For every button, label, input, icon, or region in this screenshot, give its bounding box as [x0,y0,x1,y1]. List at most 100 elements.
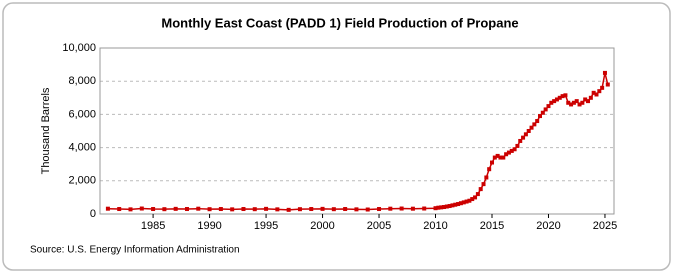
data-point [501,155,506,160]
data-point [473,195,478,200]
data-point [591,90,596,95]
data-point [275,207,280,212]
data-point [230,207,235,212]
data-point [529,125,534,130]
data-point [399,206,404,211]
data-point [495,153,500,158]
data-point [470,197,475,202]
data-point [458,201,463,206]
data-point [475,192,480,197]
data-point [450,203,455,208]
data-point [105,206,110,211]
data-point [588,95,593,100]
data-point [492,155,497,160]
data-point [594,92,599,97]
data-point [117,207,122,212]
data-point [264,206,269,211]
data-point [354,207,359,212]
x-tick-label: 2025 [593,220,617,232]
data-point [151,207,156,212]
data-point [433,206,438,211]
data-point [447,204,452,209]
data-point [128,207,133,212]
data-point [377,207,382,212]
data-point [504,152,509,157]
data-point [512,147,517,152]
data-point [523,132,528,137]
frame [2,2,671,271]
x-tick-label: 2010 [423,220,447,232]
data-point [196,206,201,211]
data-point [365,207,370,212]
data-point [456,202,461,207]
data-point [388,206,393,211]
data-point [535,119,540,124]
x-tick-label: 2020 [536,220,560,232]
data-point [546,104,551,109]
data-point [605,82,610,87]
data-point [506,150,511,155]
data-point [540,110,545,115]
data-point [461,200,466,205]
x-tick-label: 2005 [367,220,391,232]
y-tick-label: 0 [90,208,96,220]
data-point [518,138,523,143]
data-point [602,70,607,75]
y-tick-label: 10,000 [62,42,96,54]
data-point [574,99,579,104]
data-point [444,204,449,209]
data-point [331,207,336,212]
data-point [484,175,489,180]
data-point [481,182,486,187]
data-point [597,89,602,94]
data-point [453,202,458,207]
data-point [569,102,574,107]
data-point [543,107,548,112]
data-point [515,143,520,148]
data-point [184,207,189,212]
y-tick-label: 4,000 [68,142,96,154]
data-point [439,205,444,210]
data-point [252,207,257,212]
data-point [554,97,559,102]
y-tick-label: 8,000 [68,75,96,87]
data-point [218,207,223,212]
y-axis-label: Thousand Barrels [40,87,52,174]
data-point [586,99,591,104]
source: Source: U.S. Energy Information Administ… [30,245,240,256]
x-tick-label: 2015 [480,220,504,232]
data-point [583,97,588,102]
data-point [498,155,503,160]
data-point [139,206,144,211]
data-point [571,100,576,105]
plot-border [99,47,615,215]
data-point [526,129,531,133]
data-point [207,207,212,212]
data-point [580,100,585,105]
data-point [600,85,605,90]
x-tick-label: 2000 [310,220,334,232]
data-point [162,207,167,212]
data-point [173,206,178,211]
data-point [297,207,302,212]
x-tick-label: 1985 [141,220,165,232]
data-point [566,100,571,105]
data-point [577,102,582,107]
data-point [560,94,565,99]
x-tick-label: 1990 [197,220,221,232]
data-point [410,206,415,211]
x-tick-label: 1995 [254,220,278,232]
chart-title: Monthly East Coast (PADD 1) Field Produc… [161,15,518,30]
data-point [552,99,557,104]
data-point [467,198,472,203]
data-point [422,206,427,211]
data-point [441,205,446,210]
data-point [478,187,483,192]
data-point [549,100,554,105]
data-point [489,160,494,165]
y-tick-label: 2,000 [68,175,96,187]
data-point [464,199,469,204]
data-point [241,207,246,212]
